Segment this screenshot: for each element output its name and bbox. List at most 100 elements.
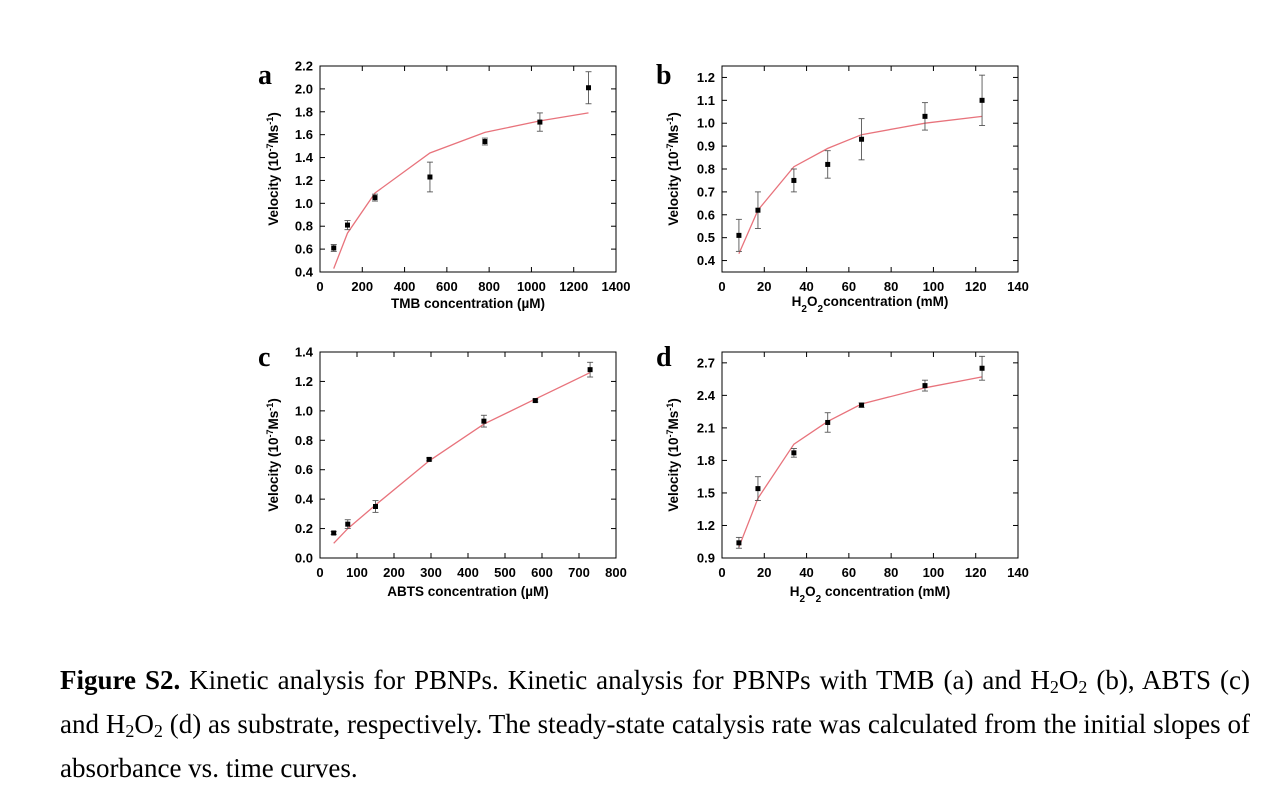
data-point [426,456,432,462]
y-tick-label: 1.4 [295,150,314,165]
y-tick-label: 0.2 [295,521,313,536]
y-tick-label: 1.2 [697,70,715,85]
x-tick-label: 800 [478,279,500,294]
chart-panel-a: a 0 200 400 600 800 1000 1200 1400 0.4 0.6 0.8 1.0 1.… [258,59,630,312]
y-tick-label: 1.6 [295,127,313,142]
x-tick-label: 400 [394,279,416,294]
x-label-sub: 2 [800,594,806,605]
y-tick-label: 0.4 [295,492,314,507]
y-label-part: ) [266,398,281,403]
y-label-part: ) [666,112,681,117]
x-tick-label: 60 [842,565,856,580]
y-tick-label: 0.7 [697,184,715,199]
x-tick-label: 100 [923,565,945,580]
y-tick-label: 1.0 [295,403,313,418]
y-label-sup: -7 [665,143,675,151]
y-tick-label: 2.2 [295,59,313,74]
y-tick-label: 1.0 [295,196,313,211]
plot-frame [721,65,1019,273]
y-axis-label: Velocity (10-7Ms-1) [265,112,281,226]
panel-letter: a [258,60,272,91]
caption-sub-1: 2 [1049,677,1059,697]
y-label-part: ) [266,112,281,117]
x-tick-label: 700 [568,565,590,580]
x-tick-label: 20 [757,279,771,294]
x-label-sub: 2 [816,594,822,605]
x-tick-label: 600 [436,279,458,294]
plot-frame [721,351,1019,559]
data-point [755,207,761,213]
data-point [427,174,433,180]
y-label-sup: -7 [265,429,275,437]
x-label-part: O [805,584,816,599]
caption-sub-2: 2 [1078,677,1088,697]
y-tick-label: 0.0 [295,551,313,566]
x-axis-label: H2O2concentration (mM) [792,294,949,315]
data-point [331,530,337,536]
data-point [791,177,797,183]
x-tick-label: 500 [494,565,516,580]
y-label-part: Velocity (10 [266,152,281,226]
x-tick-label: 100 [346,565,368,580]
data-point [372,195,378,201]
data-point [344,222,350,228]
caption-text-3: (b), ABTS (c) and H [60,665,1250,739]
data-point [922,113,928,119]
y-label-part: Ms [666,125,681,144]
y-label-sup: -1 [665,117,675,125]
y-tick-label: 1.8 [697,453,715,468]
x-axis-label: H2O2 concentration (mM) [790,584,950,605]
x-axis-label: ABTS concentration (µM) [387,584,549,599]
y-tick-label: 1.2 [295,173,313,188]
x-tick-label: 120 [965,279,987,294]
x-label-sub: 2 [818,304,824,315]
data-point [825,419,831,425]
fit-curve [738,376,983,548]
y-tick-label: 1.4 [295,345,314,360]
y-tick-label: 1.2 [697,518,715,533]
data-point [979,365,985,371]
y-tick-label: 1.2 [295,374,313,389]
y-label-part: ) [666,398,681,403]
y-label-sup: -1 [665,403,675,411]
data-point [859,136,865,142]
y-axis-label: Velocity (10-7Ms-1) [665,112,681,226]
panel-letter: d [656,342,672,373]
x-tick-label: 140 [1007,279,1029,294]
x-tick-label: 1200 [559,279,588,294]
x-label-part: H [790,584,800,599]
caption-sub-3: 2 [125,721,135,741]
y-tick-label: 0.8 [295,433,313,448]
y-tick-label: 2.7 [697,355,715,370]
y-label-part: Ms [266,411,281,430]
data-point [922,383,928,389]
y-tick-label: 0.9 [697,551,715,566]
x-axis-label: TMB concentration (µM) [391,296,545,311]
y-axis-label: Velocity (10-7Ms-1) [265,398,281,512]
y-label-sup: -1 [265,403,275,411]
data-point [587,367,593,373]
chart-panel-d: d 0 20 40 60 80 100 120 140 0.9 1.2 1.5 1.8 2.1 2.4 2.7… [656,342,1029,605]
data-point [532,398,538,404]
y-axis-label: Velocity (10-7Ms-1) [665,398,681,512]
y-tick-label: 2.0 [295,81,313,96]
x-tick-label: 0 [718,565,725,580]
y-tick-label: 0.8 [295,219,313,234]
data-point [736,540,742,546]
caption-sub-4: 2 [153,721,163,741]
y-tick-label: 0.4 [697,253,716,268]
x-tick-label: 80 [884,279,898,294]
x-tick-label: 0 [316,565,323,580]
chart-panel-b: b 0 20 40 60 80 100 120 140 0.4 0.5 0.6 0.7 0.8 0.9 1.0… [656,60,1029,315]
x-label-part: O [807,294,818,309]
y-label-part: Ms [266,125,281,144]
x-tick-label: 1000 [517,279,546,294]
x-label-part: concentration (mM) [821,584,950,599]
y-tick-label: 1.8 [295,104,313,119]
data-point [859,402,865,408]
x-tick-label: 0 [316,279,323,294]
data-point [586,85,592,91]
x-tick-label: 80 [884,565,898,580]
caption-text-4: O [134,709,154,739]
x-tick-label: 800 [605,565,627,580]
